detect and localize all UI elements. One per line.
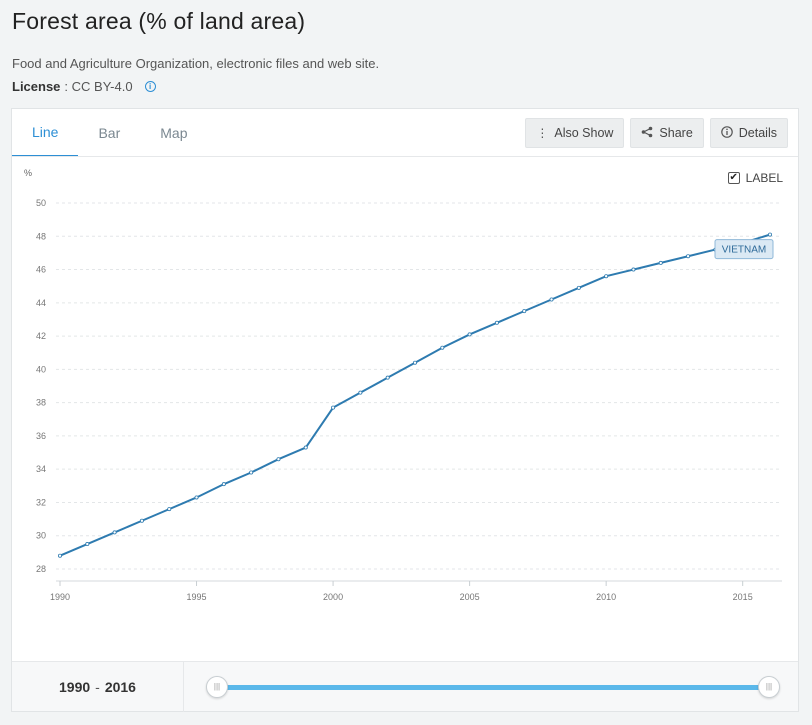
data-point bbox=[139, 518, 144, 523]
data-point bbox=[631, 267, 636, 272]
chart-panel: Line Bar Map ⋮ Also Show Share Details bbox=[11, 108, 799, 712]
tab-line[interactable]: Line bbox=[12, 109, 79, 157]
range-start: 1990 bbox=[59, 679, 91, 695]
chart-actions: ⋮ Also Show Share Details bbox=[525, 118, 788, 148]
chart-tabs: Line Bar Map bbox=[12, 109, 208, 157]
x-tick-label: 1990 bbox=[50, 592, 70, 602]
data-point bbox=[686, 254, 691, 259]
tab-divider bbox=[12, 156, 798, 157]
license-label: License bbox=[12, 79, 61, 94]
series-label-box bbox=[714, 239, 774, 260]
vertical-dots-icon: ⋮ bbox=[536, 126, 549, 140]
data-point bbox=[658, 260, 663, 265]
y-tick-label: 46 bbox=[36, 265, 46, 275]
data-point bbox=[276, 457, 281, 462]
data-point bbox=[467, 332, 472, 337]
data-point bbox=[412, 360, 417, 365]
y-tick-label: 30 bbox=[36, 531, 46, 541]
info-icon[interactable]: i bbox=[144, 81, 156, 92]
range-separator: - bbox=[95, 679, 100, 695]
source-note: Food and Agriculture Organization, elect… bbox=[12, 56, 380, 71]
data-point bbox=[385, 375, 390, 380]
x-tick-label: 1995 bbox=[187, 592, 207, 602]
y-tick-label: 48 bbox=[36, 231, 46, 241]
y-tick-label: 40 bbox=[36, 364, 46, 374]
license-value: : CC BY-4.0 bbox=[64, 79, 133, 94]
y-tick-label: 36 bbox=[36, 431, 46, 441]
range-label: 1990 - 2016 bbox=[12, 662, 184, 712]
data-point bbox=[112, 530, 117, 535]
range-footer: 1990 - 2016 ||| ||| bbox=[12, 661, 798, 712]
data-point bbox=[249, 470, 254, 475]
range-slider-end-handle[interactable]: ||| bbox=[758, 676, 780, 698]
data-point bbox=[303, 445, 308, 450]
data-point bbox=[522, 309, 527, 314]
series-line-vietnam bbox=[59, 233, 771, 557]
label-toggle[interactable]: ✔ LABEL bbox=[727, 171, 783, 185]
y-tick-label: 42 bbox=[36, 331, 46, 341]
data-point bbox=[549, 297, 554, 302]
line-chart: % 28 30 32 34 36 38 40 42 44 46 48 50 1990 1995 2000 200… bbox=[24, 168, 782, 602]
y-tick-label: 32 bbox=[36, 497, 46, 507]
x-tick-label: 2005 bbox=[460, 592, 480, 602]
x-tick-label: 2000 bbox=[323, 592, 343, 602]
data-point bbox=[85, 542, 90, 547]
also-show-label: Also Show bbox=[554, 126, 614, 140]
tab-map[interactable]: Map bbox=[160, 125, 188, 141]
share-icon bbox=[641, 126, 653, 141]
data-point bbox=[58, 553, 63, 558]
y-tick-label: 38 bbox=[36, 398, 46, 408]
tab-bar[interactable]: Bar bbox=[98, 125, 121, 141]
data-point bbox=[440, 345, 445, 350]
y-axis-unit-label: % bbox=[24, 168, 32, 178]
data-point bbox=[194, 495, 199, 500]
data-point bbox=[576, 285, 581, 290]
page-title: Forest area (% of land area) bbox=[12, 8, 306, 34]
y-tick-label: 50 bbox=[36, 198, 46, 208]
series-label-vietnam: VIETNAM bbox=[714, 239, 774, 260]
data-point bbox=[221, 482, 226, 487]
y-tick-label: 44 bbox=[36, 298, 46, 308]
range-end: 2016 bbox=[104, 679, 136, 695]
details-label: Details bbox=[738, 126, 777, 140]
data-point bbox=[494, 320, 499, 325]
range-slider-start-handle[interactable]: ||| bbox=[206, 676, 228, 698]
data-point bbox=[768, 232, 773, 237]
data-point bbox=[167, 507, 172, 512]
share-button[interactable]: Share bbox=[630, 118, 704, 148]
label-checkbox[interactable]: ✔ bbox=[727, 172, 740, 184]
data-point bbox=[331, 405, 336, 410]
details-button[interactable]: Details bbox=[709, 118, 788, 148]
data-point bbox=[604, 274, 609, 279]
info-circle-icon bbox=[720, 125, 733, 141]
share-label: Share bbox=[659, 126, 693, 140]
y-tick-label: 34 bbox=[36, 464, 46, 474]
series-label-text: VIETNAM bbox=[722, 245, 766, 256]
y-tick-label: 28 bbox=[36, 564, 46, 574]
also-show-button[interactable]: ⋮ Also Show bbox=[525, 118, 625, 148]
label-toggle-text: LABEL bbox=[745, 171, 783, 185]
range-slider-track[interactable] bbox=[217, 685, 770, 690]
data-point bbox=[358, 390, 363, 395]
x-tick-label: 2015 bbox=[733, 592, 753, 602]
x-tick-label: 2010 bbox=[596, 592, 616, 602]
license-line: License : CC BY-4.0 i bbox=[12, 79, 156, 94]
